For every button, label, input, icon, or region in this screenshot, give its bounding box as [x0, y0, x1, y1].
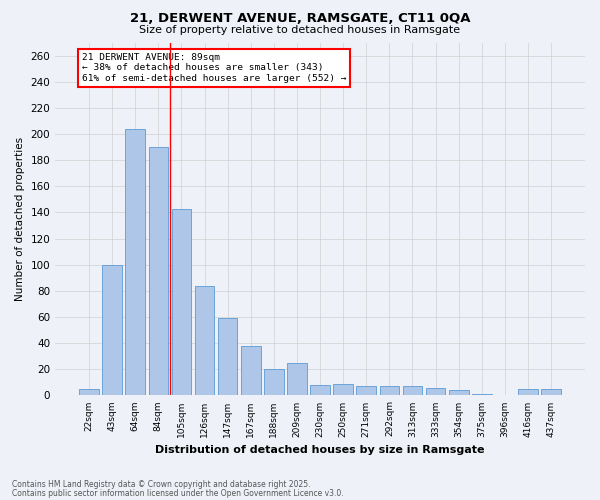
Bar [149, 147, 168, 396]
Y-axis label: Number of detached properties: Number of detached properties [15, 137, 25, 301]
Bar [449, 390, 469, 396]
Bar [310, 385, 330, 396]
Bar [541, 389, 561, 396]
Bar [103, 264, 122, 396]
Bar [218, 318, 238, 396]
Bar [172, 208, 191, 396]
Bar [426, 388, 445, 396]
Bar [195, 286, 214, 396]
Text: Size of property relative to detached houses in Ramsgate: Size of property relative to detached ho… [139, 25, 461, 35]
Bar [403, 386, 422, 396]
Bar [334, 384, 353, 396]
Bar [241, 346, 260, 396]
Text: 21 DERWENT AVENUE: 89sqm
← 38% of detached houses are smaller (343)
61% of semi-: 21 DERWENT AVENUE: 89sqm ← 38% of detach… [82, 53, 347, 83]
Bar [264, 370, 284, 396]
Text: 21, DERWENT AVENUE, RAMSGATE, CT11 0QA: 21, DERWENT AVENUE, RAMSGATE, CT11 0QA [130, 12, 470, 26]
Bar [79, 389, 99, 396]
Text: Contains HM Land Registry data © Crown copyright and database right 2025.: Contains HM Land Registry data © Crown c… [12, 480, 311, 489]
Bar [380, 386, 399, 396]
Bar [287, 363, 307, 396]
Bar [125, 129, 145, 396]
Bar [518, 389, 538, 396]
X-axis label: Distribution of detached houses by size in Ramsgate: Distribution of detached houses by size … [155, 445, 485, 455]
Bar [356, 386, 376, 396]
Bar [472, 394, 491, 396]
Text: Contains public sector information licensed under the Open Government Licence v3: Contains public sector information licen… [12, 489, 344, 498]
